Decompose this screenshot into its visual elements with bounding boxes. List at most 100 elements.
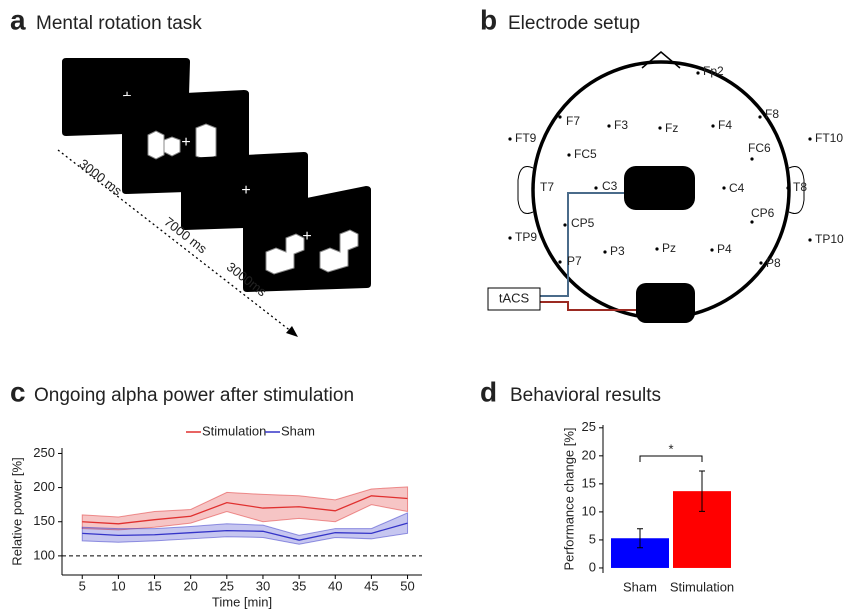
y-tick-label: 5 xyxy=(589,531,596,546)
wire xyxy=(540,301,636,311)
y-axis-label: Relative power [%] xyxy=(9,457,24,565)
electrode-dot xyxy=(758,115,762,119)
timing-label: 3000 ms xyxy=(76,156,125,199)
screens: + + + + xyxy=(62,58,371,292)
x-tick-label: 30 xyxy=(256,578,270,593)
electrode-dot xyxy=(759,261,763,265)
y-tick-label: 150 xyxy=(33,513,55,528)
stimulator-box xyxy=(487,287,541,311)
electrode-dot xyxy=(567,153,571,157)
electrode-dot xyxy=(710,248,714,252)
y-tick-label: 100 xyxy=(33,547,55,562)
electrode-label: Fp2 xyxy=(703,64,724,78)
line xyxy=(82,495,408,525)
electrode-label: P3 xyxy=(610,244,625,258)
y-axis-label: Performance change [%] xyxy=(561,427,576,570)
electrode-dot xyxy=(607,124,611,128)
significance-label: * xyxy=(668,441,673,456)
y-tick-label: 20 xyxy=(582,447,596,462)
x-tick-label: 45 xyxy=(364,578,378,593)
y-tick-label: 0 xyxy=(589,559,596,574)
electrode-label: Fz xyxy=(665,121,678,135)
legend-label: Sham xyxy=(281,423,315,438)
x-tick-label: 20 xyxy=(183,578,197,593)
electrode-label: P8 xyxy=(766,256,781,270)
x-tick-label: 5 xyxy=(79,578,86,593)
stim-electrode xyxy=(624,166,695,210)
band xyxy=(81,512,409,545)
svg-text:+: + xyxy=(302,228,311,245)
electrode-label: FC6 xyxy=(748,141,771,155)
line xyxy=(82,522,408,541)
electrode-label: TP10 xyxy=(815,232,844,246)
electrode-label: P7 xyxy=(567,254,582,268)
y-tick-label: 10 xyxy=(582,503,596,518)
electrode-dot xyxy=(750,157,754,161)
svg-text:+: + xyxy=(181,134,190,151)
error-bar xyxy=(699,470,705,512)
y-tick-label: 250 xyxy=(33,445,55,460)
y-tick-label: 25 xyxy=(582,419,596,434)
electrode-dot xyxy=(558,115,562,119)
electrode-dot xyxy=(508,137,512,141)
error-bar xyxy=(637,528,643,549)
electrode-dot xyxy=(558,260,562,264)
electrode-label: FT9 xyxy=(515,131,537,145)
electrode-label: T7 xyxy=(540,180,554,194)
electrode-label: F3 xyxy=(614,118,628,132)
electrodes: Fp2 F7 F8 FT9 F3 Fz F4 FT10 FC5 FC6 T7 C3 C4 T8 CP5 CP6… xyxy=(508,64,844,270)
x-tick-label: Stimulation xyxy=(670,579,734,594)
electrode-label: TP9 xyxy=(515,230,537,244)
electrode-dot xyxy=(696,71,700,75)
panel-letter: b xyxy=(480,4,497,35)
electrode-dot xyxy=(658,126,662,130)
y-tick-label: 200 xyxy=(33,479,55,494)
electrode-label: T8 xyxy=(793,180,807,194)
panel-title: Mental rotation task xyxy=(36,13,202,34)
legend-label: Stimulation xyxy=(202,423,266,438)
electrode-dot xyxy=(563,223,567,227)
panel-title: Electrode setup xyxy=(508,13,640,34)
x-tick-label: 50 xyxy=(400,578,414,593)
electrode-dot xyxy=(808,238,812,242)
svg-text:+: + xyxy=(241,182,250,199)
stimulator-label: tACS xyxy=(499,290,530,305)
electrode-label: F7 xyxy=(566,114,580,128)
x-axis-label: Time [min] xyxy=(212,594,272,609)
x-tick-label: 35 xyxy=(292,578,306,593)
y-tick-label: 15 xyxy=(582,475,596,490)
wire xyxy=(540,192,624,297)
panel-letter: d xyxy=(480,376,497,407)
electrode-dot xyxy=(594,186,598,190)
panel-letter: a xyxy=(10,4,26,35)
stim-electrode xyxy=(636,283,695,323)
electrode-dot xyxy=(603,250,607,254)
chart-title: Ongoing alpha power after stimulation xyxy=(34,385,354,406)
x-tick-label: 40 xyxy=(328,578,342,593)
chart-title: Behavioral results xyxy=(510,385,661,406)
electrode-label: F4 xyxy=(718,118,732,132)
x-tick-label: 15 xyxy=(147,578,161,593)
panel-letter: c xyxy=(10,376,26,407)
electrode-label: C4 xyxy=(729,181,745,195)
significance-bracket xyxy=(639,455,703,462)
timeline-arrow xyxy=(286,326,298,337)
electrode-label: FC5 xyxy=(574,147,597,161)
x-tick-label: 10 xyxy=(111,578,125,593)
band xyxy=(81,486,409,531)
electrode-label: CP6 xyxy=(751,206,775,220)
electrode-label: F8 xyxy=(765,107,779,121)
electrode-dot xyxy=(508,236,512,240)
electrode-label: C3 xyxy=(602,179,618,193)
electrode-label: Pz xyxy=(662,241,676,255)
electrode-label: CP5 xyxy=(571,216,595,230)
electrode-dot xyxy=(655,247,659,251)
electrode-dot xyxy=(786,186,790,190)
x-tick-label: Sham xyxy=(623,579,657,594)
electrode-dot xyxy=(531,186,535,190)
electrode-label: P4 xyxy=(717,242,732,256)
electrode-dot xyxy=(808,137,812,141)
electrode-dot xyxy=(711,124,715,128)
electrode-dot xyxy=(750,220,754,224)
